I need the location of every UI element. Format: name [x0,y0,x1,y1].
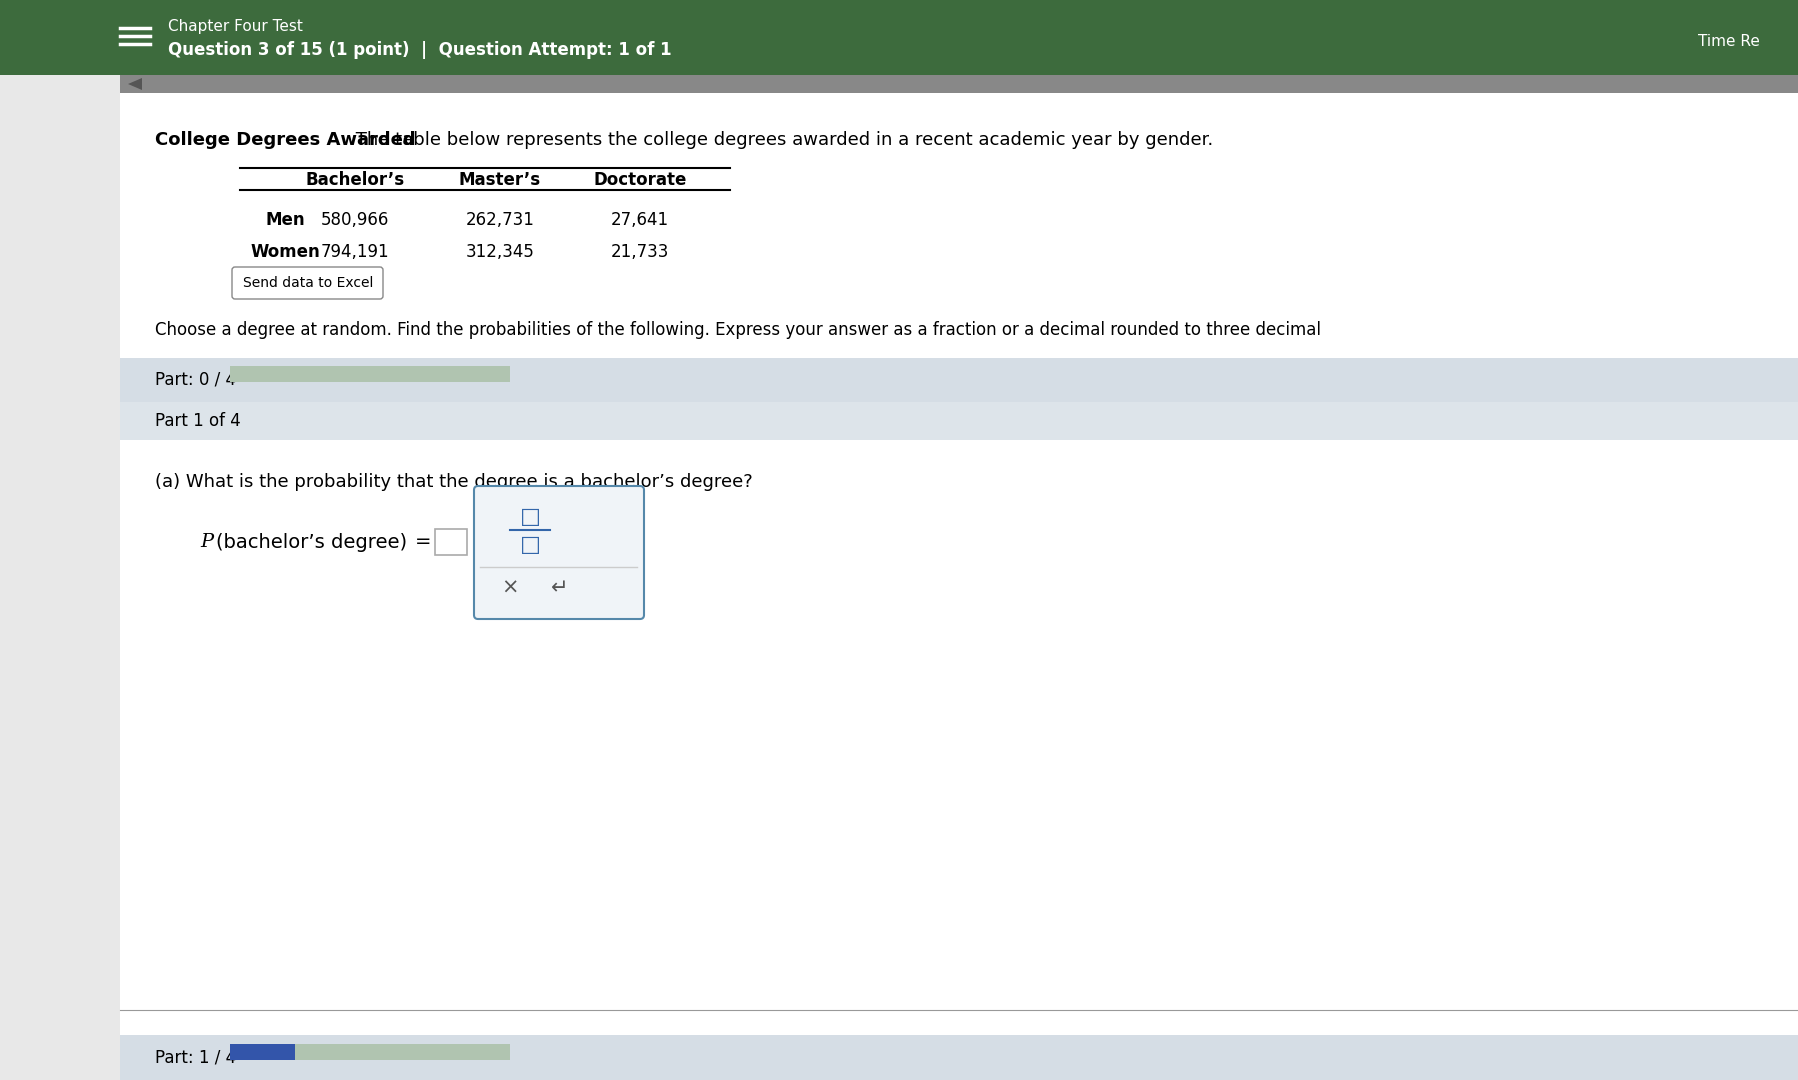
Text: Part: 1 / 4: Part: 1 / 4 [155,1048,236,1066]
Text: The table below represents the college degrees awarded in a recent academic year: The table below represents the college d… [351,131,1212,149]
Text: Men: Men [264,211,304,229]
Text: Choose a degree at random. Find the probabilities of the following. Express your: Choose a degree at random. Find the prob… [155,321,1320,339]
Text: □: □ [520,507,539,527]
Text: 262,731: 262,731 [466,211,534,229]
Text: (bachelor’s degree): (bachelor’s degree) [216,532,406,552]
Bar [230,1044,295,1059]
Text: □: □ [520,535,539,555]
Text: Part 1 of 4: Part 1 of 4 [155,411,241,430]
Text: 794,191: 794,191 [320,243,388,261]
Polygon shape [128,78,142,90]
Text: P: P [200,534,212,551]
Bar [120,357,1798,402]
Text: Question 3 of 15 (1 point)  |  Question Attempt: 1 of 1: Question 3 of 15 (1 point) | Question At… [167,41,671,59]
Text: Time Re: Time Re [1697,35,1758,50]
Bar [435,529,467,555]
Text: Doctorate: Doctorate [593,171,687,189]
Text: 312,345: 312,345 [466,243,534,261]
Text: Chapter Four Test: Chapter Four Test [167,19,302,35]
Text: ×: × [502,578,518,598]
Text: ↵: ↵ [550,578,568,598]
Text: (a) What is the probability that the degree is a bachelor’s degree?: (a) What is the probability that the deg… [155,473,752,491]
Text: Part: 0 / 4: Part: 0 / 4 [155,372,236,389]
Bar [120,402,1798,440]
Text: Women: Women [250,243,320,261]
Text: 21,733: 21,733 [611,243,669,261]
FancyBboxPatch shape [232,267,383,299]
FancyBboxPatch shape [473,486,644,619]
Bar [0,0,1798,75]
Text: College Degrees Awarded: College Degrees Awarded [155,131,415,149]
Text: Master’s: Master’s [458,171,541,189]
Bar [120,75,1798,93]
Text: =: = [415,532,432,552]
Text: Send data to Excel: Send data to Excel [243,276,372,291]
Text: 27,641: 27,641 [611,211,669,229]
Text: Bachelor’s: Bachelor’s [306,171,405,189]
Bar [230,366,509,382]
Bar [120,1035,1798,1080]
Bar [295,1044,509,1059]
Bar [120,440,1798,1010]
Text: 580,966: 580,966 [320,211,388,229]
